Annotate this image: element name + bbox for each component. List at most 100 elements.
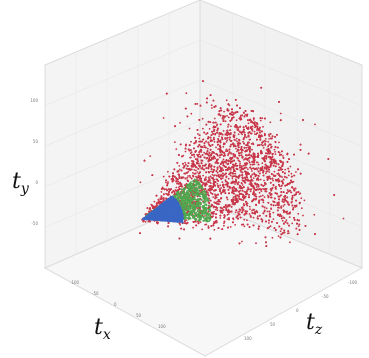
data-point [200,151,203,153]
data-point [234,211,237,214]
data-point [245,166,248,169]
data-point [288,216,291,219]
data-point [239,160,241,163]
data-point [243,225,246,228]
data-point [246,219,248,222]
data-point [297,212,300,215]
data-point [255,242,257,245]
data-point [291,222,294,225]
data-point [179,223,182,226]
grid-line [199,39,363,106]
data-point [235,147,237,150]
data-point [219,217,222,219]
data-point [216,209,219,212]
data-point [313,213,316,216]
data-point [280,205,283,208]
data-point [258,129,260,132]
data-point [290,172,293,175]
data-point [153,200,156,203]
data-point [224,120,227,123]
data-point [190,112,193,115]
data-point [216,168,219,171]
data-point [215,146,217,149]
data-point [281,176,283,179]
data-point [227,208,230,211]
data-point [247,168,249,171]
data-point [242,199,244,202]
data-point [238,210,241,213]
data-point [248,194,251,196]
data-point [263,196,266,199]
data-point [240,223,243,226]
floor-pane [43,199,364,357]
data-point [251,129,254,132]
data-point [268,226,271,229]
data-point [196,179,199,181]
data-point [268,138,270,140]
data-point [239,162,242,165]
data-point [252,119,255,121]
data-point [273,148,276,151]
data-point [222,191,224,194]
data-point [277,235,280,238]
data-point [206,147,209,150]
data-point [270,207,272,210]
data-point [229,169,232,171]
data-point [219,156,221,159]
data-point [194,169,197,172]
data-point [298,193,301,195]
data-point [227,213,230,216]
data-point [282,155,284,157]
data-point [255,133,258,136]
data-point [251,128,254,130]
data-point [237,133,240,136]
data-point [227,116,230,119]
data-point [252,216,255,219]
data-point [213,136,215,139]
data-point [202,174,205,177]
data-point [242,203,245,205]
data-point [254,173,257,176]
data-point [261,220,264,223]
data-point [214,157,217,160]
data-point [249,163,252,166]
data-point [258,191,261,194]
data-point [292,206,295,209]
data-point [250,121,252,123]
data-point [229,167,232,170]
data-point [251,170,253,172]
data-point [267,145,270,147]
data-point [214,193,216,196]
data-point [262,147,265,149]
data-point [234,139,237,142]
data-point [241,171,244,174]
data-point [226,198,229,201]
data-point [248,160,251,163]
data-point [300,207,303,210]
data-point [189,152,192,155]
data-point [278,141,280,144]
data-point [196,103,199,105]
data-point [286,232,289,235]
data-point [144,220,147,223]
data-point [199,221,202,224]
data-point [175,148,178,151]
data-point [247,186,249,189]
data-point [257,167,260,169]
data-point [226,139,229,142]
data-point [219,184,222,187]
data-point [198,153,201,156]
grid-line [199,159,363,228]
data-point [234,145,237,148]
data-point [261,194,264,197]
data-point [190,140,192,143]
data-point [222,158,225,161]
data-point [242,158,245,161]
data-point [247,126,250,129]
data-point [269,225,272,228]
data-point [264,138,267,140]
data-point [245,136,248,139]
data-point [177,182,180,185]
data-point [291,194,294,197]
data-point [274,204,277,207]
